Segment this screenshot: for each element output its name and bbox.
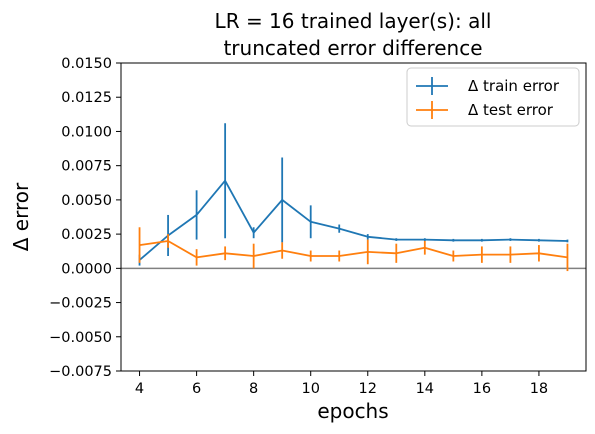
y-axis-label: Δ error <box>9 182 33 251</box>
legend-test-label: Δ test error <box>468 101 554 119</box>
x-tick-label: 6 <box>192 381 201 397</box>
series-layer <box>140 123 568 271</box>
legend: Δ train error Δ test error <box>407 68 579 126</box>
x-tick-label: 10 <box>301 381 319 397</box>
y-axis-ticks: −0.0075 −0.0050 −0.0025 0.0000 0.0025 0.0050 0… <box>49 56 121 380</box>
chart-title-line-2: truncated error difference <box>223 36 482 60</box>
y-tick-label: 0.0075 <box>61 159 112 175</box>
x-tick-label: 16 <box>473 381 491 397</box>
x-axis-ticks: 4 6 8 10 12 14 16 18 <box>135 371 548 397</box>
y-tick-label: 0.0000 <box>61 261 112 277</box>
chart-title-line-1: LR = 16 trained layer(s): all <box>215 9 492 33</box>
train-line <box>140 181 568 260</box>
y-tick-label: −0.0050 <box>49 330 112 346</box>
y-tick-label: 0.0050 <box>61 193 112 209</box>
x-tick-label: 14 <box>416 381 434 397</box>
x-tick-label: 4 <box>135 381 144 397</box>
y-tick-label: 0.0025 <box>61 227 112 243</box>
x-axis-label: epochs <box>317 399 388 423</box>
series-test-error <box>140 227 568 271</box>
y-tick-label: −0.0025 <box>49 296 112 312</box>
y-tick-label: 0.0150 <box>61 56 112 72</box>
x-tick-label: 12 <box>359 381 377 397</box>
series-train-error <box>140 123 568 265</box>
y-tick-label: 0.0100 <box>61 124 112 140</box>
y-tick-label: −0.0075 <box>49 364 112 380</box>
y-tick-label: 0.0125 <box>61 90 112 106</box>
test-line <box>140 241 568 257</box>
x-tick-label: 8 <box>249 381 258 397</box>
legend-train-label: Δ train error <box>468 77 560 95</box>
x-tick-label: 18 <box>530 381 548 397</box>
